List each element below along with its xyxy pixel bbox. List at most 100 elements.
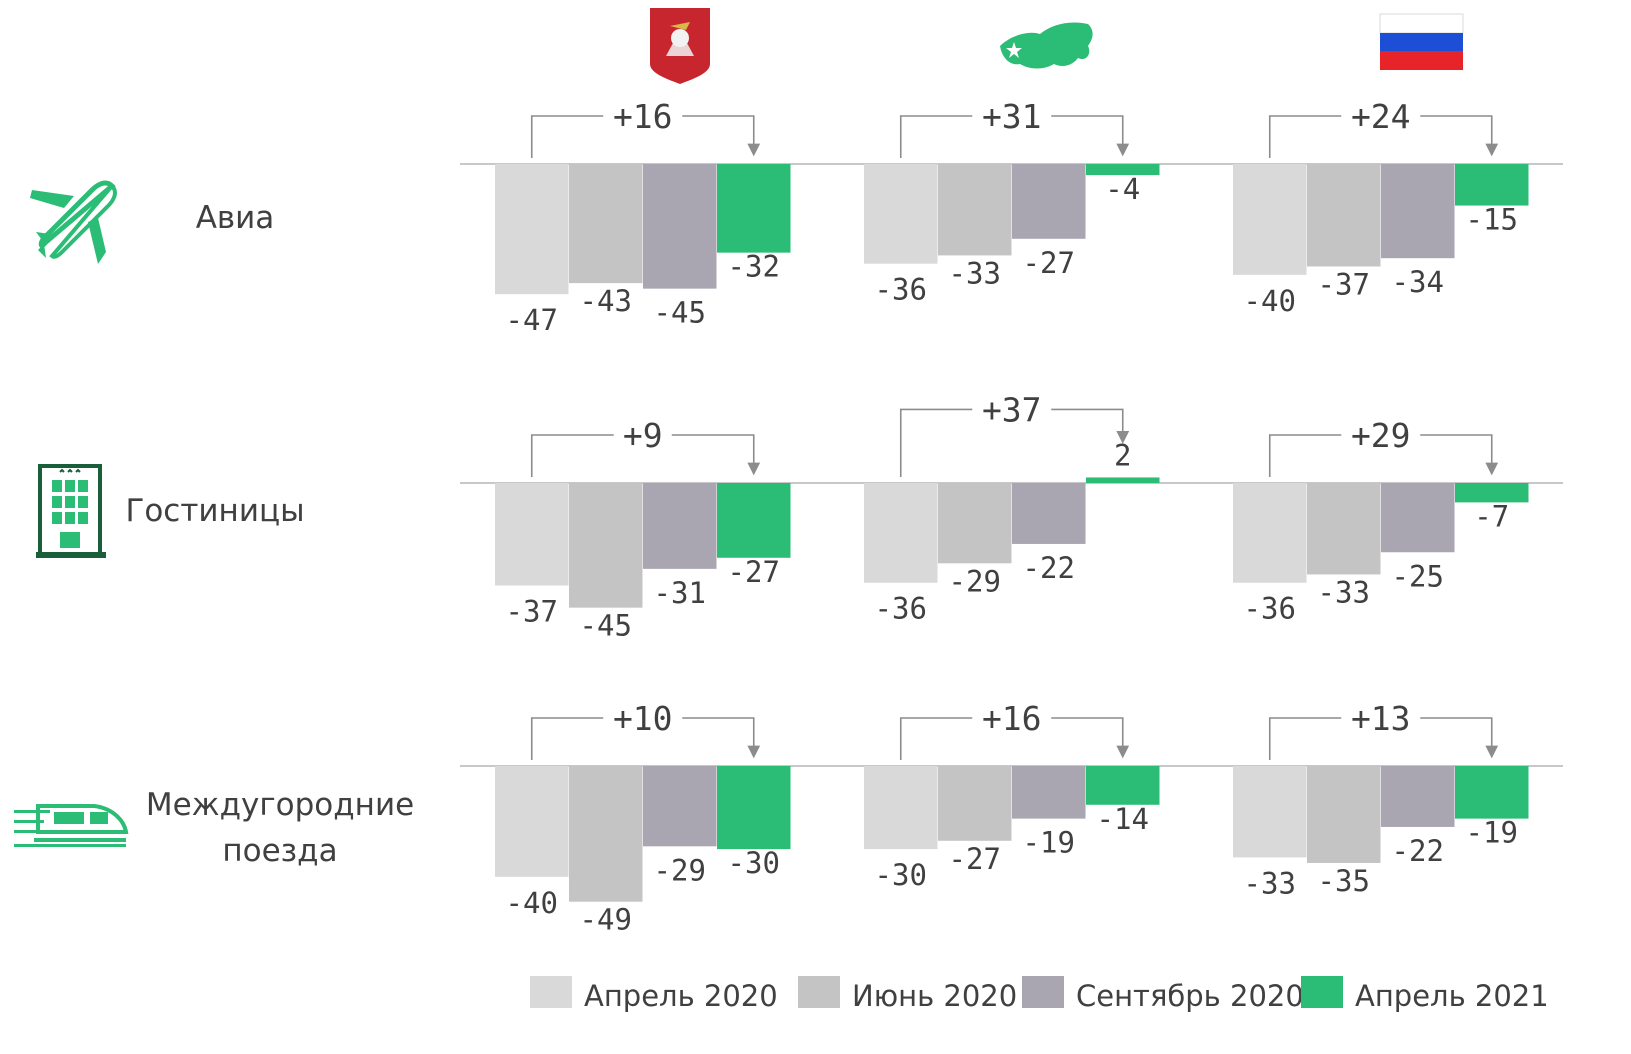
legend-label: Апрель 2020 [584, 979, 778, 1013]
data-label: -33 [1244, 866, 1296, 900]
bar [864, 766, 938, 850]
moscow-coat-of-arms-icon [650, 8, 710, 84]
row-label-avia: Авиа [195, 200, 275, 236]
change-bracket-right [1420, 115, 1499, 157]
change-bracket-left [1268, 717, 1342, 760]
bar [864, 483, 938, 583]
change-label: +9 [623, 416, 663, 455]
bar [1381, 483, 1455, 553]
change-bracket-left [899, 115, 973, 158]
data-label: -27 [728, 555, 780, 589]
data-label: -43 [580, 284, 632, 318]
data-label: -34 [1392, 265, 1444, 299]
bar [569, 766, 643, 902]
bar [1233, 483, 1307, 583]
change-bracket-left [899, 408, 973, 477]
data-label: -37 [1318, 267, 1370, 301]
data-label: -33 [949, 256, 1001, 290]
legend-label: Июнь 2020 [852, 979, 1017, 1013]
bar [643, 766, 717, 847]
data-label: -36 [875, 273, 927, 307]
bar [938, 164, 1012, 256]
data-label: -40 [506, 886, 558, 920]
data-label: -29 [654, 853, 706, 887]
bar [1307, 483, 1381, 575]
change-label: +16 [982, 699, 1042, 738]
bar [717, 766, 791, 850]
data-label: -45 [580, 609, 632, 643]
data-label: -30 [728, 846, 780, 880]
data-label: -22 [1023, 551, 1075, 585]
legend-item: Апрель 2020 [530, 976, 778, 1013]
bar [1233, 164, 1307, 275]
change-label: +29 [1351, 416, 1411, 455]
change-label: +31 [982, 97, 1042, 136]
bar [717, 483, 791, 558]
bar [1086, 477, 1160, 483]
data-label: -33 [1318, 575, 1370, 609]
bar [938, 483, 1012, 564]
legend-label: Сентябрь 2020 [1076, 979, 1304, 1013]
data-label: -19 [1023, 826, 1075, 860]
change-bracket-left [899, 717, 973, 760]
data-label: -29 [949, 564, 1001, 598]
change-bracket-left [1268, 115, 1342, 158]
bar [1307, 164, 1381, 267]
legend-item: Сентябрь 2020 [1022, 976, 1304, 1013]
data-label: -47 [506, 303, 558, 337]
change-bracket-right [1051, 408, 1130, 444]
change-bracket-right [1420, 717, 1499, 759]
bar [495, 483, 569, 586]
bar [643, 483, 717, 569]
data-label: -14 [1097, 802, 1149, 836]
bar [1381, 164, 1455, 259]
bar [1307, 766, 1381, 863]
change-label: +10 [613, 699, 673, 738]
change-label: +16 [613, 97, 673, 136]
bar [495, 164, 569, 295]
bar [569, 483, 643, 608]
bar [495, 766, 569, 877]
legend: Апрель 2020 Июнь 2020 Сентябрь 2020 Апрель … [530, 976, 1549, 1013]
bar [1455, 483, 1529, 503]
legend-swatch [1022, 976, 1064, 1008]
bar [1455, 164, 1529, 206]
data-label: -22 [1392, 834, 1444, 868]
airplane-icon [30, 180, 117, 264]
data-label: -27 [1023, 246, 1075, 280]
data-label: -35 [1318, 864, 1370, 898]
data-label: -27 [949, 842, 1001, 876]
change-bracket-left [530, 115, 604, 158]
bar [938, 766, 1012, 841]
data-label: -36 [875, 592, 927, 626]
data-label: -19 [1466, 816, 1518, 850]
legend-item: Июнь 2020 [798, 976, 1017, 1013]
hotel-icon [36, 464, 106, 558]
data-label: -32 [728, 250, 780, 284]
row-label-hotels: Гостиницы [125, 493, 305, 529]
train-icon [14, 804, 129, 847]
row-label-trains: Междугородние поезда [145, 787, 415, 869]
change-bracket-left [530, 434, 614, 477]
data-label: -49 [580, 903, 632, 937]
bar [1012, 164, 1086, 239]
data-label: 2 [1114, 438, 1131, 472]
change-bracket-right [1051, 115, 1130, 157]
plot-area: -47 -43 -45 -32 +16 -36 -33 -27 -4 +31 -40 -37 -34 -1… [460, 97, 1563, 937]
change-bracket-right [1051, 717, 1130, 759]
change-label: +24 [1351, 97, 1411, 136]
bar [717, 164, 791, 253]
bar [1012, 766, 1086, 819]
change-label: +13 [1351, 699, 1411, 738]
data-label: -25 [1392, 559, 1444, 593]
legend-swatch [798, 976, 840, 1008]
data-label: -30 [875, 858, 927, 892]
legend-swatch [1301, 976, 1343, 1008]
data-label: -45 [654, 296, 706, 330]
bar [1086, 164, 1160, 176]
russia-map-icon [1000, 22, 1093, 69]
bar [1233, 766, 1307, 858]
change-bracket-right [1420, 434, 1499, 476]
data-label: -7 [1474, 499, 1509, 533]
